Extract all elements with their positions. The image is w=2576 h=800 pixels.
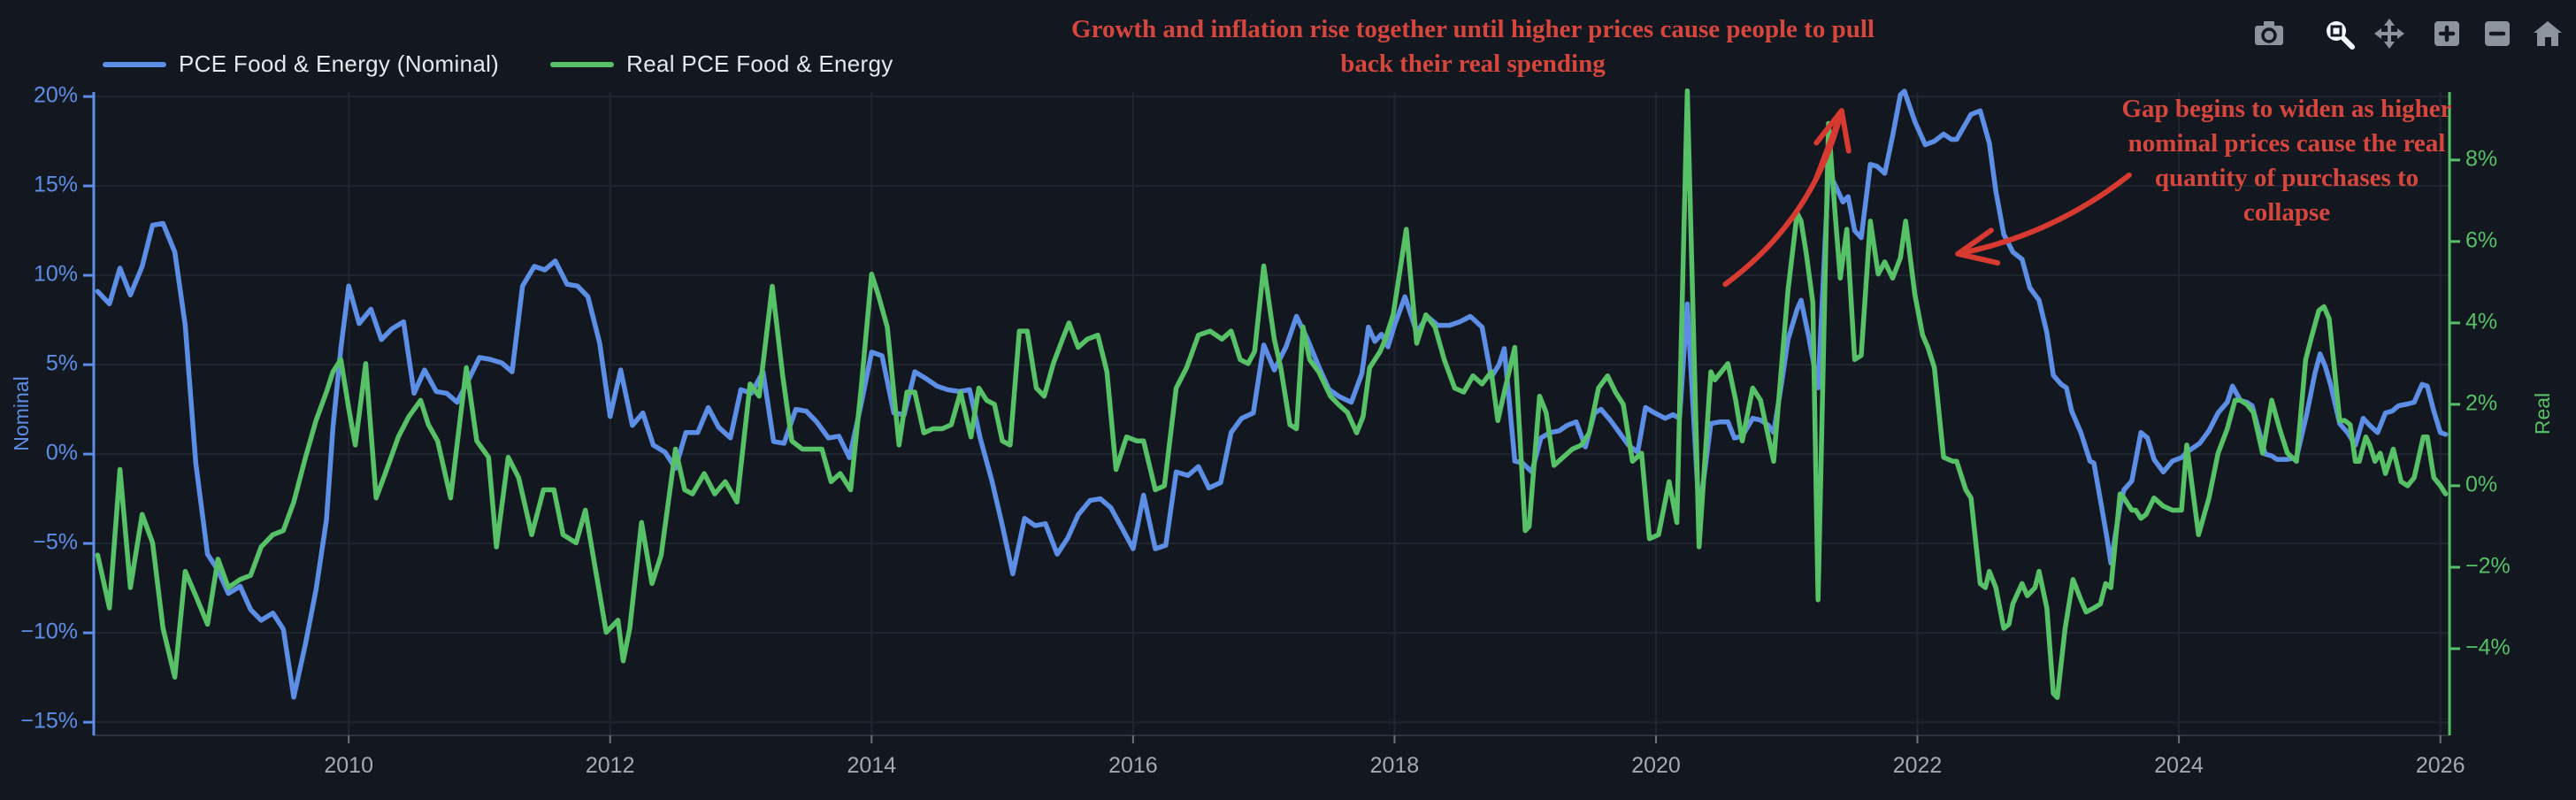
- left-tick-label: 20%: [34, 83, 78, 108]
- modebar: [2253, 18, 2564, 50]
- zoom-out-icon[interactable]: [2481, 18, 2513, 50]
- x-tick-label: 2016: [1108, 753, 1158, 778]
- arrowhead-barb: [1955, 250, 2001, 266]
- zoom-icon[interactable]: [2323, 18, 2355, 50]
- annotation-line: Growth and inflation rise together until…: [1071, 15, 1874, 43]
- left-tick-label: 15%: [34, 173, 78, 197]
- annotation-growth-inflation: Growth and inflation rise together until…: [991, 12, 1955, 81]
- legend-item-real[interactable]: Real PCE Food & Energy: [550, 50, 893, 78]
- x-tick-label: 2018: [1370, 753, 1420, 778]
- x-tick-label: 2014: [847, 753, 896, 778]
- left-tick-label: −15%: [20, 709, 78, 734]
- x-tick-label: 2010: [324, 753, 373, 778]
- legend-swatch: [550, 61, 615, 67]
- arrow-sketch-stroke: [1812, 108, 1844, 184]
- legend-label: Real PCE Food & Energy: [626, 50, 893, 77]
- series-line-real[interactable]: [95, 88, 2449, 700]
- camera-icon[interactable]: [2253, 18, 2285, 50]
- annotation-line: quantity of purchases to: [2154, 164, 2419, 192]
- left-tick-label: 10%: [34, 262, 78, 287]
- legend-item-nominal[interactable]: PCE Food & Energy (Nominal): [103, 50, 499, 78]
- right-tick-label: −2%: [2465, 554, 2511, 579]
- arrowhead-barb: [1955, 227, 1994, 257]
- x-tick-label: 2012: [586, 753, 635, 778]
- right-tick-label: 0%: [2465, 473, 2497, 497]
- annotation-line: nominal prices cause the real: [2128, 129, 2446, 158]
- arrowhead-barb: [1838, 108, 1852, 154]
- legend: PCE Food & Energy (Nominal) Real PCE Food…: [103, 50, 893, 78]
- annotation-gap-widens: Gap begins to widen as higher nominal pri…: [2079, 92, 2495, 230]
- left-axis-title: Nominal: [10, 376, 33, 450]
- home-icon[interactable]: [2532, 18, 2564, 50]
- right-tick-label: −4%: [2465, 635, 2511, 660]
- annotation-line: collapse: [2242, 198, 2331, 227]
- legend-label: PCE Food & Energy (Nominal): [179, 50, 500, 77]
- series-line-nominal[interactable]: [95, 88, 2449, 700]
- x-tick-label: 2026: [2416, 753, 2465, 778]
- annotation-line: Gap begins to widen as higher: [2121, 95, 2452, 123]
- left-tick-label: 0%: [46, 441, 78, 465]
- right-tick-label: 2%: [2465, 391, 2497, 416]
- pan-icon[interactable]: [2373, 18, 2405, 50]
- x-tick-label: 2022: [1893, 753, 1943, 778]
- right-tick-label: 6%: [2465, 228, 2497, 253]
- x-tick-label: 2024: [2154, 753, 2204, 778]
- x-tick-label: 2020: [1631, 753, 1681, 778]
- legend-swatch: [103, 61, 166, 67]
- left-tick-label: −5%: [33, 530, 78, 555]
- left-tick-label: 5%: [46, 351, 78, 376]
- zoom-in-icon[interactable]: [2431, 18, 2463, 50]
- annotation-line: back their real spending: [1340, 50, 1606, 78]
- right-axis-title: Real: [2531, 393, 2554, 435]
- arrow-to-gap: [1955, 172, 2132, 257]
- left-tick-label: −10%: [20, 619, 78, 644]
- right-tick-label: 4%: [2465, 310, 2497, 335]
- right-tick-label: 8%: [2465, 146, 2497, 171]
